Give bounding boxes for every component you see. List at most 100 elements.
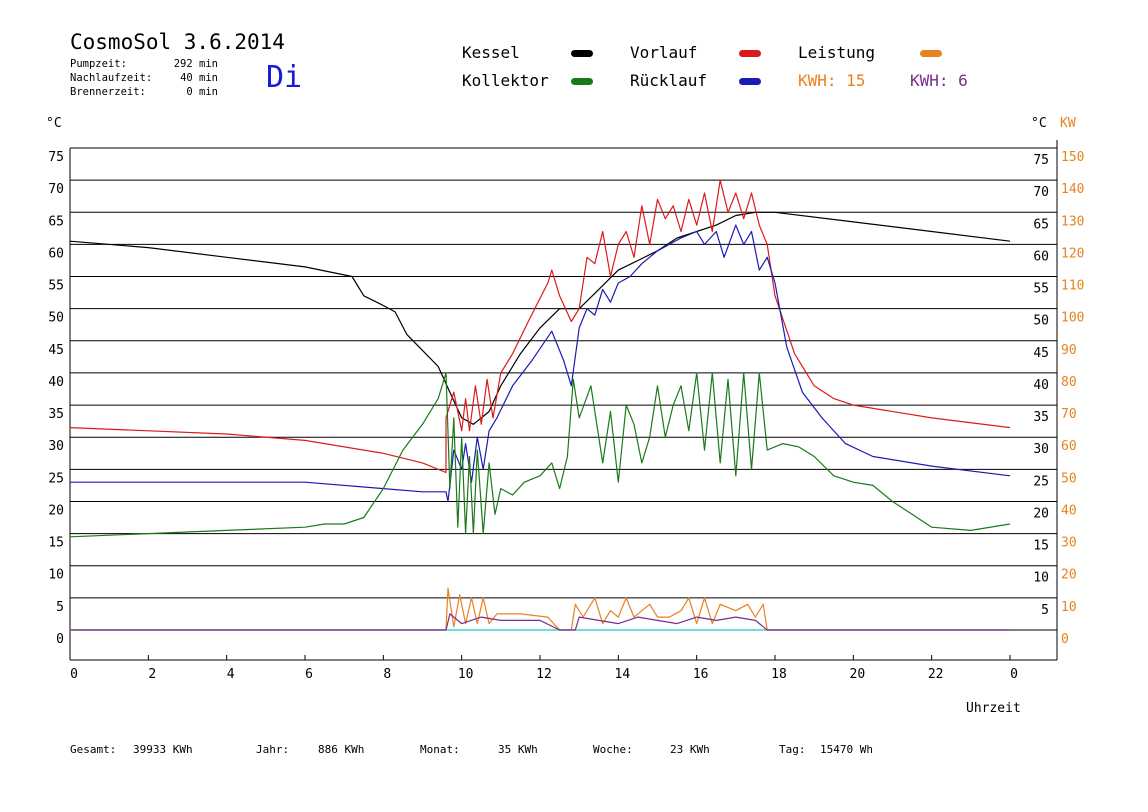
y-tick-right: 10: [1033, 571, 1049, 586]
x-axis-label: Uhrzeit: [966, 701, 1021, 716]
x-tick-label: 0: [1010, 667, 1018, 682]
y-tick-kw: 140: [1061, 182, 1084, 197]
x-tick-label: 10: [458, 667, 474, 682]
y-tick-left: 35: [48, 407, 64, 422]
legend-ruecklauf-swatch: [739, 78, 761, 85]
series-line-kollektor: [69, 372, 1011, 538]
series-line-rücklauf: [70, 224, 1011, 503]
legend-ruecklauf: Rücklauf: [630, 71, 708, 90]
y-tick-right: 45: [1033, 346, 1049, 361]
y-tick-right: 15: [1033, 539, 1049, 554]
y-tick-left: 15: [48, 536, 64, 551]
x-tick-label: 18: [771, 667, 787, 682]
y-tick-left: 45: [48, 343, 64, 358]
pumpzeit-value: 292 min: [173, 58, 218, 70]
y-tick-right: 60: [1033, 249, 1049, 264]
y-tick-kw: 10: [1061, 600, 1077, 615]
legend-vorlauf-swatch: [739, 50, 761, 57]
y-tick-kw: 110: [1061, 279, 1084, 294]
y-tick-left: 75: [48, 150, 64, 165]
footer-woche-label: Woche:: [593, 743, 633, 756]
y-tick-right: 35: [1033, 410, 1049, 425]
y-tick-kw: 130: [1061, 214, 1084, 229]
y-axis-left-unit: °C: [46, 116, 62, 131]
y-tick-left: 65: [48, 214, 64, 229]
y-tick-right: 25: [1033, 474, 1049, 489]
footer-tag-value: 15470 Wh: [820, 743, 873, 756]
pumpzeit-label: Pumpzeit:: [70, 58, 127, 70]
y-tick-kw: 60: [1061, 439, 1077, 454]
legend-kwh-purple: KWH: 6: [910, 71, 968, 90]
y-tick-left: 70: [48, 182, 64, 197]
legend-kessel: Kessel: [462, 43, 520, 62]
y-tick-right: 40: [1033, 378, 1049, 393]
y-tick-left: 55: [48, 279, 64, 294]
y-tick-kw: 100: [1061, 311, 1084, 326]
y-tick-left: 10: [48, 568, 64, 583]
nachlaufzeit-value: 40 min: [180, 72, 218, 84]
y-tick-right: 65: [1033, 217, 1049, 232]
y-tick-kw: 120: [1061, 246, 1084, 261]
y-tick-kw: 80: [1061, 375, 1077, 390]
y-tick-left: 50: [48, 311, 64, 326]
y-tick-kw: 70: [1061, 407, 1077, 422]
chart-title: CosmoSol 3.6.2014: [70, 30, 285, 54]
footer-jahr-label: Jahr:: [256, 743, 290, 756]
footer-jahr-value: 886 KWh: [318, 743, 365, 756]
x-tick-label: 22: [928, 667, 944, 682]
footer-woche-value: 23 KWh: [670, 743, 710, 756]
brennerzeit-value: 0 min: [186, 86, 218, 98]
y-tick-right: 50: [1033, 314, 1049, 329]
y-tick-left: 0: [56, 632, 64, 647]
x-tick-label: 20: [850, 667, 866, 682]
y-axis-kw-unit: KW: [1060, 116, 1076, 131]
x-tick-label: 6: [305, 667, 313, 682]
footer-gesamt-value: 39933 KWh: [133, 743, 193, 756]
series-line-kwh2: [70, 613, 1010, 631]
x-tick-label: 8: [383, 667, 391, 682]
nachlaufzeit-label: Nachlaufzeit:: [70, 72, 153, 84]
legend-leistung-swatch: [920, 50, 942, 57]
series-line-leistung: [70, 587, 1010, 631]
info-values: 292 min 40 min 0 min: [168, 57, 218, 99]
footer-tag-label: Tag:: [779, 743, 806, 756]
y-tick-right: 30: [1033, 442, 1049, 457]
legend-kwh-orange: KWH: 15: [798, 71, 866, 90]
info-labels: Pumpzeit: Nachlaufzeit: Brennerzeit:: [70, 57, 152, 99]
x-tick-label: 0: [70, 667, 78, 682]
y-tick-kw: 0: [1061, 632, 1069, 647]
x-tick-label: 12: [536, 667, 552, 682]
x-tick-label: 2: [148, 667, 156, 682]
legend-leistung: Leistung: [798, 43, 876, 62]
legend-kollektor-swatch: [571, 78, 593, 85]
footer-monat-value: 35 KWh: [498, 743, 538, 756]
y-tick-left: 20: [48, 503, 64, 518]
y-tick-right: 20: [1033, 506, 1049, 521]
brennerzeit-label: Brennerzeit:: [70, 86, 146, 98]
y-tick-left: 30: [48, 439, 64, 454]
y-tick-right: 5: [1041, 603, 1049, 618]
y-tick-right: 55: [1033, 282, 1049, 297]
x-tick-label: 14: [615, 667, 631, 682]
y-tick-right: 70: [1033, 185, 1049, 200]
y-tick-kw: 90: [1061, 343, 1077, 358]
footer-monat-label: Monat:: [420, 743, 460, 756]
y-tick-kw: 40: [1061, 503, 1077, 518]
y-axis-right-unit: °C: [1031, 116, 1047, 131]
x-tick-label: 4: [227, 667, 235, 682]
y-tick-kw: 20: [1061, 568, 1077, 583]
y-tick-kw: 50: [1061, 471, 1077, 486]
series-line-kessel: [69, 211, 1011, 425]
legend-kollektor: Kollektor: [462, 71, 549, 90]
y-tick-left: 60: [48, 246, 64, 261]
y-tick-kw: 150: [1061, 150, 1084, 165]
footer-gesamt-label: Gesamt:: [70, 743, 117, 756]
legend-kessel-swatch: [571, 50, 593, 57]
x-tick-label: 16: [693, 667, 709, 682]
y-tick-left: 40: [48, 375, 64, 390]
weekday-label: Di: [266, 60, 303, 95]
y-tick-left: 5: [56, 600, 64, 615]
series-line-vorlauf: [69, 179, 1011, 474]
y-tick-right: 75: [1033, 153, 1049, 168]
